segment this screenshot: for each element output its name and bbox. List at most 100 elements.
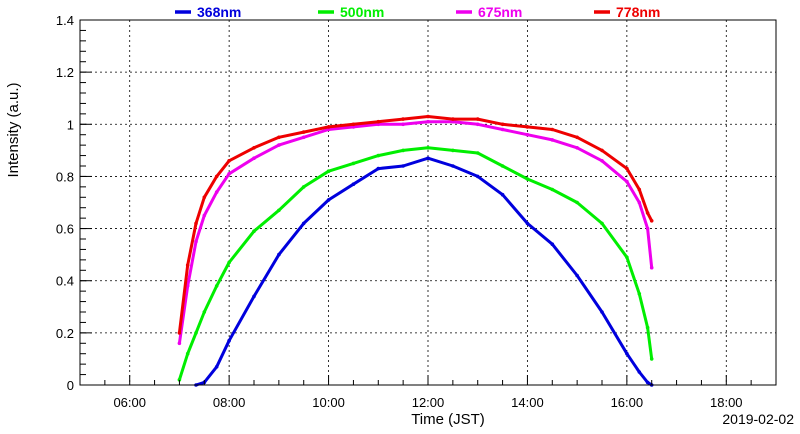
data-point-675nm bbox=[185, 284, 190, 288]
data-point-500nm bbox=[177, 378, 182, 382]
data-point-778nm bbox=[600, 148, 604, 153]
legend-label-675nm: 675nm bbox=[478, 4, 522, 20]
data-point-675nm bbox=[202, 213, 207, 218]
data-point-368nm bbox=[301, 221, 306, 226]
data-point-675nm bbox=[550, 138, 555, 142]
y-tick-label: 0.4 bbox=[56, 274, 74, 289]
data-point-500nm bbox=[194, 331, 198, 335]
ticks: 06:00 08:00 10:00 12:00 14:00 16:00 18:00 0 0.2 0… bbox=[56, 13, 752, 410]
y-tick-label: 0.2 bbox=[56, 326, 74, 341]
data-point-500nm bbox=[645, 325, 650, 330]
data-point-368nm bbox=[252, 294, 256, 299]
data-point-778nm bbox=[185, 263, 190, 267]
y-tick-label: 0 bbox=[67, 378, 74, 393]
data-point-675nm bbox=[637, 200, 642, 205]
data-point-368nm bbox=[525, 221, 530, 226]
data-point-778nm bbox=[525, 125, 530, 129]
x-tick-label: 08:00 bbox=[213, 395, 246, 410]
data-point-500nm bbox=[649, 357, 654, 361]
data-point-368nm bbox=[426, 156, 430, 160]
data-point-500nm bbox=[376, 153, 381, 158]
x-axis-title: Time (JST) bbox=[411, 411, 485, 428]
legend-label-778nm: 778nm bbox=[616, 4, 660, 20]
data-point-368nm bbox=[227, 338, 231, 343]
data-point-368nm bbox=[451, 164, 455, 168]
data-point-778nm bbox=[376, 119, 381, 124]
data-point-778nm bbox=[401, 117, 405, 121]
data-point-675nm bbox=[194, 239, 198, 244]
data-point-368nm bbox=[637, 370, 642, 374]
data-point-675nm bbox=[625, 179, 629, 184]
y-tick-label: 0.6 bbox=[56, 222, 74, 237]
legend-label-368nm: 368nm bbox=[197, 4, 241, 20]
data-point-368nm bbox=[351, 182, 356, 186]
data-point-675nm bbox=[645, 226, 650, 231]
date-label: 2019-02-02 bbox=[722, 411, 794, 427]
data-point-675nm bbox=[351, 125, 356, 129]
series-line-368nm bbox=[194, 156, 654, 387]
y-tick-label: 1 bbox=[67, 117, 74, 132]
data-point-778nm bbox=[426, 114, 430, 119]
y-axis-title: Intensity (a.u.) bbox=[5, 82, 22, 177]
data-point-500nm bbox=[326, 169, 331, 173]
data-point-675nm bbox=[649, 265, 654, 270]
data-point-500nm bbox=[214, 284, 219, 288]
y-tick-label: 0.8 bbox=[56, 169, 74, 184]
legend-label-500nm: 500nm bbox=[340, 4, 384, 20]
x-tick-label: 06:00 bbox=[113, 395, 146, 410]
data-point-778nm bbox=[451, 117, 455, 121]
data-point-675nm bbox=[475, 122, 480, 127]
data-point-500nm bbox=[550, 187, 555, 192]
data-point-778nm bbox=[252, 146, 256, 150]
data-point-500nm bbox=[227, 260, 231, 265]
data-point-500nm bbox=[401, 148, 405, 153]
data-point-778nm bbox=[214, 174, 219, 179]
data-point-500nm bbox=[575, 200, 579, 205]
data-point-675nm bbox=[376, 122, 381, 127]
data-point-778nm bbox=[637, 187, 642, 192]
grid bbox=[80, 20, 776, 385]
y-tick-label: 1.4 bbox=[56, 13, 74, 28]
data-point-778nm bbox=[194, 221, 198, 226]
data-point-778nm bbox=[500, 122, 505, 127]
data-point-368nm bbox=[401, 164, 405, 168]
data-point-500nm bbox=[625, 255, 629, 260]
x-tick-label: 18:00 bbox=[710, 395, 743, 410]
data-point-368nm bbox=[575, 273, 579, 278]
data-point-500nm bbox=[252, 229, 256, 233]
data-point-778nm bbox=[351, 122, 356, 127]
data-point-500nm bbox=[351, 161, 356, 166]
data-point-675nm bbox=[600, 159, 604, 163]
y-tick-label: 1.2 bbox=[56, 65, 74, 80]
data-point-675nm bbox=[301, 135, 306, 140]
data-point-778nm bbox=[277, 135, 281, 140]
series-layer bbox=[177, 114, 654, 387]
data-point-675nm bbox=[451, 119, 455, 124]
data-point-778nm bbox=[645, 211, 650, 215]
data-point-778nm bbox=[475, 117, 480, 121]
data-point-675nm bbox=[277, 143, 281, 147]
data-point-500nm bbox=[500, 164, 505, 168]
data-point-500nm bbox=[426, 146, 430, 150]
data-point-675nm bbox=[401, 122, 405, 127]
data-point-500nm bbox=[277, 208, 281, 213]
data-point-778nm bbox=[326, 125, 331, 129]
data-point-675nm bbox=[525, 132, 530, 137]
data-point-778nm bbox=[550, 127, 555, 132]
data-point-675nm bbox=[214, 190, 219, 194]
data-point-778nm bbox=[202, 195, 207, 200]
x-tick-label: 16:00 bbox=[611, 395, 644, 410]
data-point-778nm bbox=[301, 130, 306, 134]
x-tick-label: 14:00 bbox=[511, 395, 544, 410]
data-point-500nm bbox=[301, 185, 306, 189]
data-point-500nm bbox=[202, 310, 207, 314]
data-point-368nm bbox=[376, 166, 381, 171]
data-point-675nm bbox=[500, 127, 505, 132]
data-point-778nm bbox=[227, 159, 231, 163]
legend: 368nm 500nm 675nm 778nm bbox=[175, 4, 660, 20]
data-point-675nm bbox=[177, 341, 182, 346]
data-point-368nm bbox=[550, 242, 555, 246]
x-tick-label: 10:00 bbox=[312, 395, 345, 410]
series-line-500nm bbox=[177, 146, 654, 382]
data-point-368nm bbox=[214, 365, 219, 369]
